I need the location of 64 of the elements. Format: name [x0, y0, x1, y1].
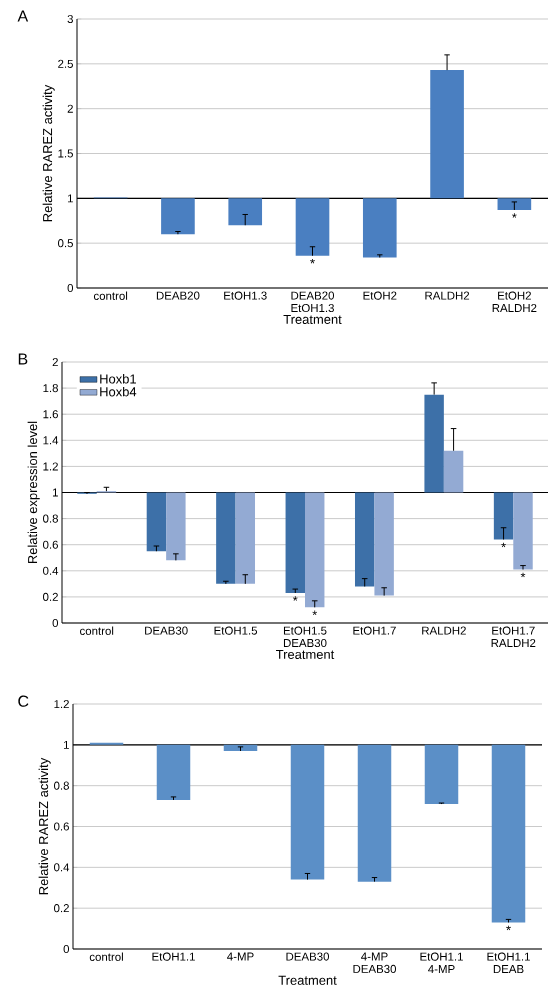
- y-tick-label: 2.5: [58, 59, 73, 68]
- y-axis-title: Relative RAREZ activity: [42, 84, 55, 222]
- y-tick-label: 2: [52, 358, 58, 367]
- x-tick-label: control: [80, 626, 114, 635]
- y-tick-label: 2: [67, 104, 73, 113]
- annotation: *: [520, 572, 526, 578]
- annotation: *: [506, 925, 511, 931]
- x-tick-label: DEAB30: [145, 626, 188, 635]
- y-tick-label: 0: [63, 944, 70, 954]
- y-tick-label: 0.6: [43, 540, 58, 549]
- chart-title: B: [18, 353, 28, 365]
- annotation: *: [501, 542, 506, 548]
- annotation: *: [292, 596, 298, 601]
- x-tick-label: EtOH1.5 DEAB30: [283, 626, 327, 648]
- x-tick-label: EtOH1.1 4-MP: [420, 952, 463, 973]
- y-tick-label: 1.5: [58, 149, 73, 158]
- x-tick-label: EtOH2: [363, 291, 397, 300]
- x-tick-label: RALDH2: [422, 626, 466, 635]
- y-tick-label: 1: [63, 740, 69, 749]
- x-tick-label: RALDH2: [425, 291, 470, 300]
- y-tick-label: 0.5: [58, 239, 73, 248]
- y-tick-label: 0: [52, 618, 59, 628]
- x-tick-label: control: [93, 291, 128, 300]
- legend-label: Hoxb1: [100, 374, 136, 384]
- x-tick-label: control: [89, 952, 123, 961]
- y-tick-label: 1.2: [43, 462, 58, 471]
- y-tick-label: 0.2: [43, 592, 58, 601]
- x-axis-title: Treatment: [276, 649, 335, 659]
- x-tick-label: EtOH1.1 DEAB: [487, 952, 530, 973]
- y-tick-label: 0.8: [43, 514, 58, 523]
- x-axis-title: Treatment: [283, 314, 342, 324]
- annotation: *: [512, 213, 517, 218]
- y-tick-label: 0.2: [54, 904, 69, 913]
- y-axis-title: Relative expression level: [27, 421, 40, 564]
- annotation: *: [312, 610, 318, 616]
- y-tick-label: 0.4: [54, 863, 70, 872]
- y-tick-label: 1: [52, 488, 58, 497]
- x-tick-label: DEAB20: [156, 291, 200, 300]
- x-tick-label: DEAB20 EtOH1.3: [291, 291, 335, 313]
- x-tick-label: EtOH2 RALDH2: [492, 291, 537, 312]
- x-axis-title: Treatment: [278, 975, 337, 985]
- y-tick-label: 0.6: [54, 822, 69, 831]
- x-tick-label: 4-MP DEAB30: [353, 952, 397, 973]
- chart-title: C: [18, 695, 29, 707]
- y-tick-label: 0.4: [43, 566, 59, 575]
- chart-title: A: [17, 10, 29, 22]
- y-tick-label: 0: [67, 283, 74, 293]
- x-tick-label: EtOH1.7: [353, 626, 396, 635]
- x-tick-label: EtOH1.3: [224, 291, 267, 300]
- x-tick-label: EtOH1.7 RALDH2: [491, 626, 536, 647]
- y-tick-label: 1: [67, 194, 73, 203]
- y-tick-label: 0.8: [54, 781, 69, 790]
- x-tick-label: EtOH1.1: [152, 952, 195, 961]
- x-tick-label: EtOH1.5: [214, 626, 258, 635]
- y-tick-label: 3: [67, 14, 73, 24]
- y-tick-label: 1.6: [43, 410, 58, 419]
- legend-label: Hoxb4: [100, 386, 137, 397]
- y-axis-title: Relative RAREZ activity: [38, 757, 51, 895]
- x-tick-label: 4-MP: [227, 952, 254, 961]
- x-tick-label: DEAB30: [286, 952, 330, 961]
- y-tick-label: 1.4: [43, 436, 59, 445]
- y-tick-label: 1.8: [43, 384, 58, 393]
- annotation: *: [310, 258, 315, 264]
- y-tick-label: 1.2: [54, 700, 69, 709]
